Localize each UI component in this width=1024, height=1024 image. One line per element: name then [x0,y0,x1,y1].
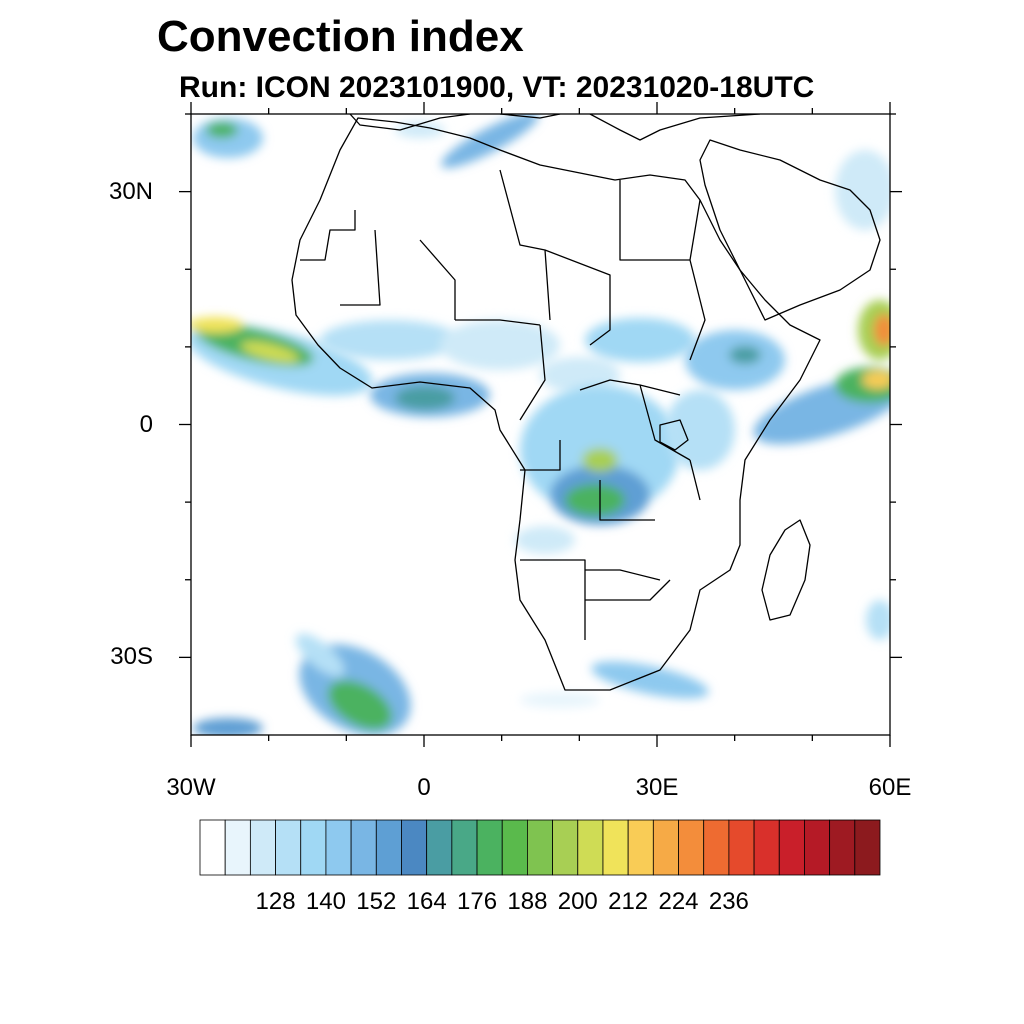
field-region-guinea [395,386,455,410]
colorbar-box [728,819,755,876]
colorbar-box [300,819,327,876]
colorbar-box [249,819,276,876]
field-region-mediterranean [206,122,238,138]
colorbar-tick-label: 164 [406,888,447,915]
colorbar-box [325,819,352,876]
field-region-indian-ocean [862,371,890,389]
coastline-arabia [699,139,881,321]
border-lines [300,169,706,640]
field-region-mediterranean [441,114,539,168]
colorbar-box [753,819,780,876]
colorbar-tick-label: 140 [305,888,346,915]
colorbar-box [577,819,604,876]
x-tick-label: 60E [868,774,912,801]
field-region-sahel [440,320,560,370]
field-region-south-africa [520,692,600,708]
x-tick-label: 30E [635,774,679,801]
colorbar-tick-label: 224 [658,888,699,915]
colorbar [199,819,881,876]
field-region-south-africa [591,661,709,699]
colorbar-box [401,819,428,876]
field-region-south-atlantic [328,680,392,730]
chart-subtitle: Run: ICON 2023101900, VT: 20231020-18UTC [179,71,815,104]
field-region-congo [582,448,618,472]
field-region-indian-ocean [835,150,890,230]
colorbar-box [552,819,579,876]
coastline-madagascar [761,519,811,621]
field-region-sahel [320,320,460,360]
chart-title: Convection index [157,12,524,61]
colorbar-box [527,819,553,876]
colorbar-tick-label: 200 [557,888,598,915]
colorbar-tick-label: 188 [507,888,548,915]
field-region-ethiopia [729,346,761,364]
colorbar-box [199,819,226,876]
colorbar-box [804,819,831,876]
colorbar-box [375,819,402,876]
field-region-sahel [585,318,695,362]
colorbar-box [778,819,805,876]
convection-field [191,114,890,735]
colorbar-tick-label: 212 [608,888,649,915]
colorbar-box [854,819,881,876]
field-region-congo [515,526,575,554]
x-tick-label: 30W [166,774,216,801]
colorbar-box [224,819,251,876]
y-tick-label: 30S [110,643,153,671]
colorbar-box [350,819,377,876]
colorbar-box [602,819,629,876]
colorbar-box [829,819,856,876]
colorbar-box [703,819,730,876]
field-region-itcz [191,317,243,333]
field-region-indian-ocean [874,314,890,346]
lake-victoria [659,419,689,451]
y-tick-label: 0 [139,410,153,438]
field-region-itcz [240,341,300,363]
colorbar-box [627,819,654,876]
colorbar-box [678,819,705,876]
colorbar-box [501,819,528,876]
field-region-congo [565,484,625,516]
coastline-africa [291,117,821,691]
colorbar-box [476,819,503,876]
colorbar-tick-label: 236 [708,888,749,915]
x-tick-label: 0 [417,774,431,801]
field-region-south-atlantic [193,718,263,735]
colorbar-box [275,819,302,876]
colorbar-box [426,819,453,876]
colorbar-tick-label: 176 [457,888,498,915]
field-region-ethiopia [665,390,735,470]
coastlines [291,114,881,691]
colorbar-box [652,819,679,876]
colorbar-tick-label: 128 [255,888,296,915]
field-region-south-africa [866,600,890,640]
field-region-mediterranean [395,122,445,138]
field-region-south-atlantic [295,633,345,677]
coastline-europe [349,114,761,141]
colorbar-tick-label: 152 [356,888,397,915]
y-tick-label: 30N [108,177,153,205]
colorbar-box [451,819,478,876]
